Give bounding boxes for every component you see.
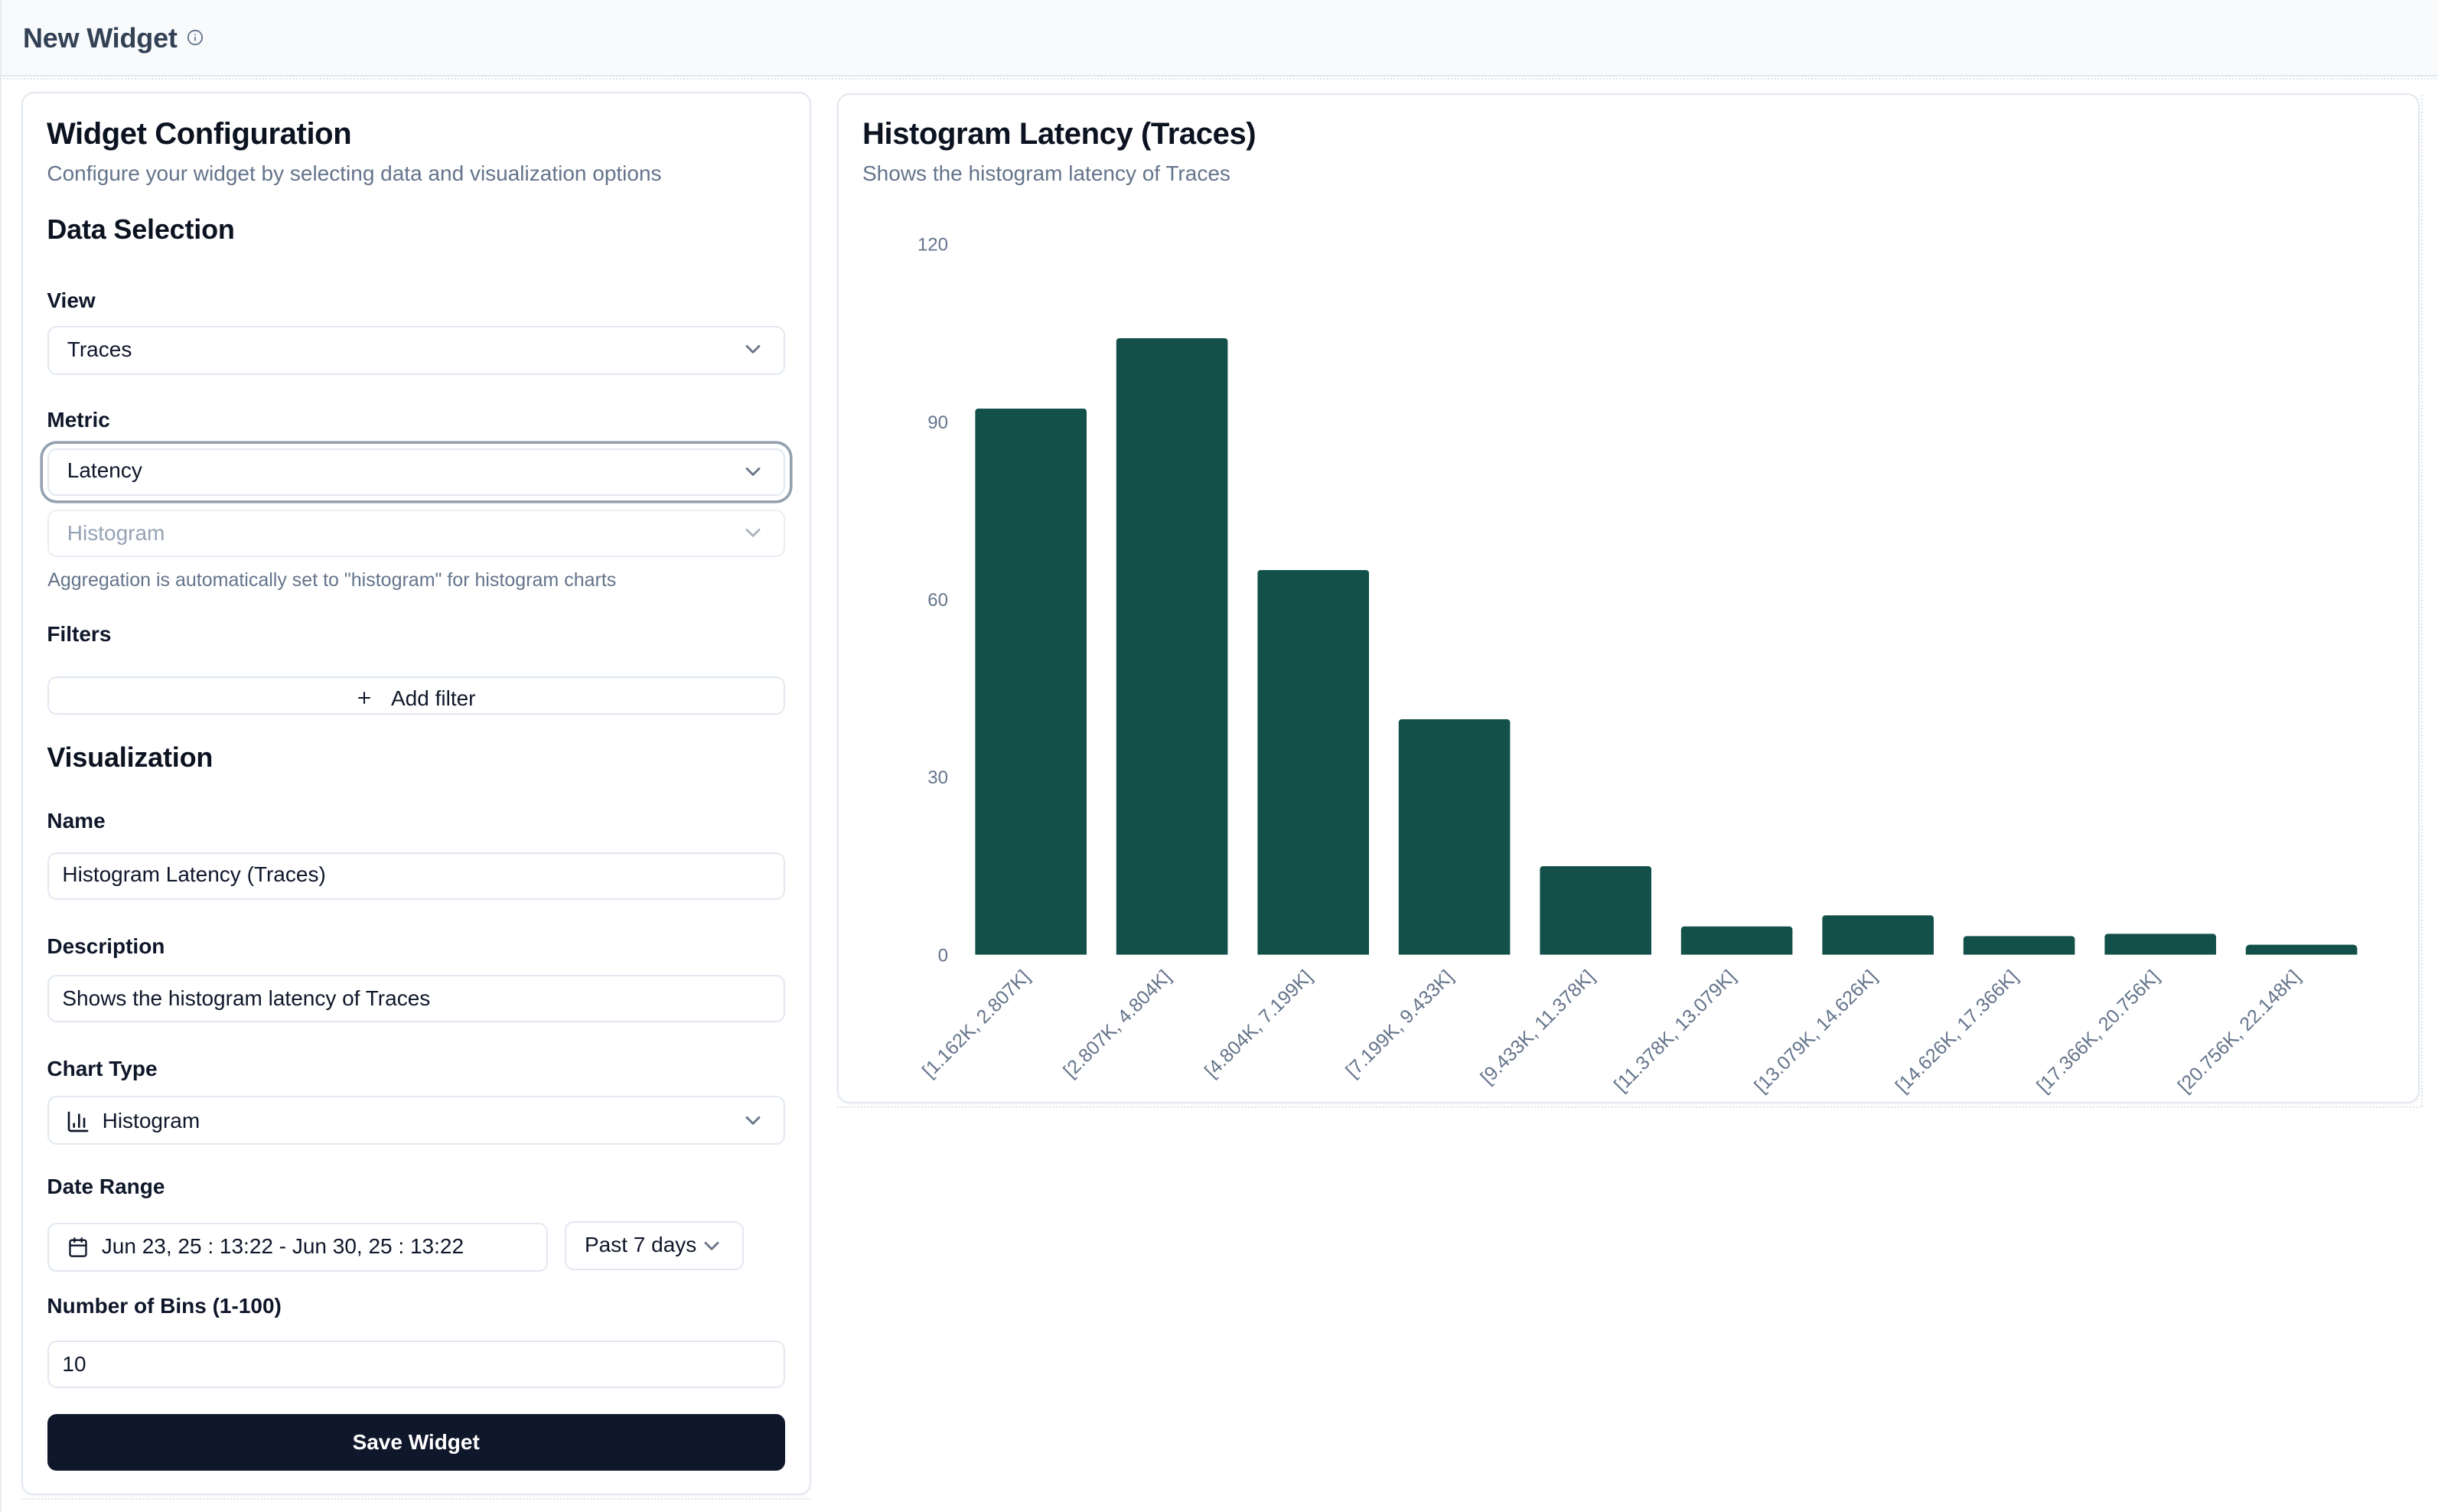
svg-text:[9.433K, 11.378K]: [9.433K, 11.378K] bbox=[1475, 965, 1598, 1087]
svg-text:120: 120 bbox=[917, 234, 947, 255]
svg-text:[11.378K, 13.079K]: [11.378K, 13.079K] bbox=[1609, 965, 1739, 1095]
svg-text:0: 0 bbox=[937, 944, 947, 965]
svg-text:[20.756K, 22.148K]: [20.756K, 22.148K] bbox=[2173, 965, 2304, 1096]
svg-text:90: 90 bbox=[927, 412, 947, 432]
svg-text:[17.366K, 20.756K]: [17.366K, 20.756K] bbox=[2032, 965, 2163, 1096]
svg-text:[4.804K, 7.199K]: [4.804K, 7.199K] bbox=[1200, 965, 1316, 1081]
svg-text:[7.199K, 9.433K]: [7.199K, 9.433K] bbox=[1341, 965, 1457, 1081]
svg-text:[1.162K, 2.807K]: [1.162K, 2.807K] bbox=[918, 965, 1034, 1081]
svg-text:[13.079K, 14.626K]: [13.079K, 14.626K] bbox=[1749, 965, 1880, 1096]
svg-text:[14.626K, 17.366K]: [14.626K, 17.366K] bbox=[1891, 965, 2022, 1096]
svg-text:60: 60 bbox=[927, 589, 947, 610]
svg-text:[2.807K, 4.804K]: [2.807K, 4.804K] bbox=[1058, 965, 1175, 1081]
svg-text:30: 30 bbox=[927, 767, 947, 787]
